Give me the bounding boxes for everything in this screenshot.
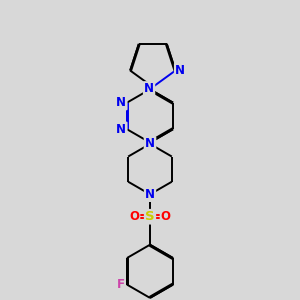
Text: N: N	[144, 82, 154, 95]
Text: O: O	[161, 210, 171, 223]
Text: N: N	[145, 188, 155, 201]
Text: N: N	[145, 137, 155, 150]
Text: S: S	[145, 210, 155, 223]
Text: N: N	[116, 96, 126, 109]
Text: F: F	[116, 278, 124, 291]
Text: N: N	[116, 123, 126, 136]
Text: N: N	[145, 137, 155, 150]
Text: O: O	[129, 210, 139, 223]
Text: N: N	[175, 64, 185, 77]
